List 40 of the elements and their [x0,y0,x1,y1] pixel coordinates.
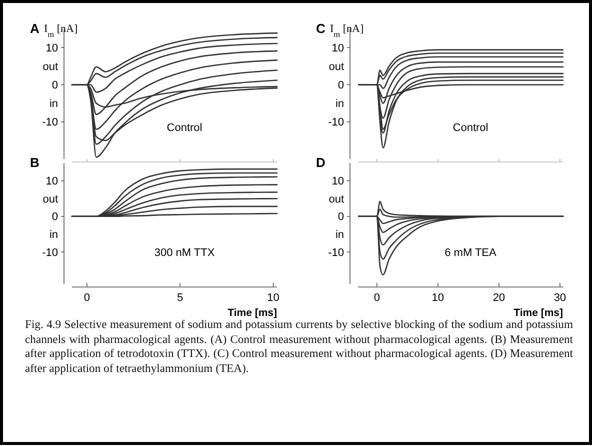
x-tick-label: 0 [374,292,380,304]
y-tick-label: 0 [338,80,344,92]
y-tick-label: -10 [328,246,344,259]
text: in [335,98,344,110]
y-tick-label: -10 [42,246,58,259]
y-tick-label: -10 [42,116,58,129]
annotation: 6 mM TEA [444,247,498,259]
x-tick-label: 10 [267,292,280,304]
y-tick-label: 10 [46,42,58,54]
y-tick-label: 0 [52,80,58,92]
y-tick-label: 10 [46,176,58,188]
y-axis-title: I$_{m}$ [nA] [44,23,78,38]
x-axis-title: Time [ms] [514,307,563,319]
x-axis-title: Time [ms] [228,307,277,319]
text: out [42,60,58,73]
x-tick-label: 5 [177,292,184,304]
y-tick-label: 10 [332,176,344,188]
text: in [49,98,58,110]
text: out [42,193,58,206]
text: in [49,229,58,242]
chart-title: D [316,155,326,170]
chart-title: A [30,21,40,36]
y-axis-title: I$_{m}$ [nA] [330,23,364,38]
text: out [328,193,344,206]
caption: Fig. 4.9 Selective measurement of sodium and potassium currents by selective blocking of the sodium and potassium channels with pharmacological agents. (A) Control measurement without pharmacological agents. (B) Measurement after application of tetrodotoxin (TTX). (C) Control measurement without pharmacological agents. (D) Measurement after application of tetraethylammonium (TEA). [25,318,573,376]
annotation: Control [452,122,488,134]
x-tick-label: 0 [84,292,90,304]
y-tick-label: -10 [328,116,344,129]
x-tick-label: 30 [554,292,566,304]
x-tick-label: 20 [492,292,506,304]
y-tick-label: 0 [338,211,344,224]
y-tick-label: 0 [52,211,58,224]
y-tick-label: 10 [332,42,344,54]
chart-title: C [316,21,326,36]
chart-title: B [30,155,40,170]
annotation: 300 nM TTX [154,247,216,259]
x-tick-label: 10 [432,292,444,304]
annotation: Control [166,122,202,134]
text: in [335,229,344,242]
text: out [328,60,344,73]
